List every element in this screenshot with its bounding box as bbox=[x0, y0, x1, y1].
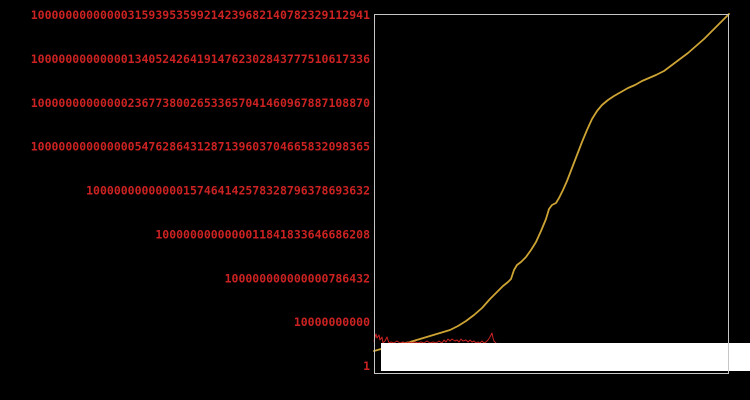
y-axis-labels: 1000000000000031593953599214239682140782… bbox=[31, 8, 370, 373]
y-tick-label: 1000000000000031593953599214239682140782… bbox=[31, 8, 370, 22]
plot-frame bbox=[374, 14, 729, 374]
y-tick-label: 100000000000000786432 bbox=[225, 271, 370, 285]
y-tick-label: 10000000000 bbox=[294, 315, 370, 329]
y-tick-label: 1000000000000005476286431287139603704665… bbox=[31, 140, 370, 154]
y-tick-label: 1 bbox=[363, 359, 370, 373]
growth-curve-line bbox=[373, 13, 730, 352]
y-tick-label: 1000000000000013405242641914762302843777… bbox=[31, 52, 370, 66]
noise-trace-line bbox=[373, 332, 497, 344]
y-tick-label: 1000000000000015746414257832879637869363… bbox=[86, 184, 370, 198]
white-overlay-box bbox=[381, 343, 750, 371]
y-tick-label: 1000000000000011841833646686208 bbox=[155, 227, 370, 241]
y-tick-label: 1000000000000023677380026533657041460967… bbox=[31, 96, 370, 110]
